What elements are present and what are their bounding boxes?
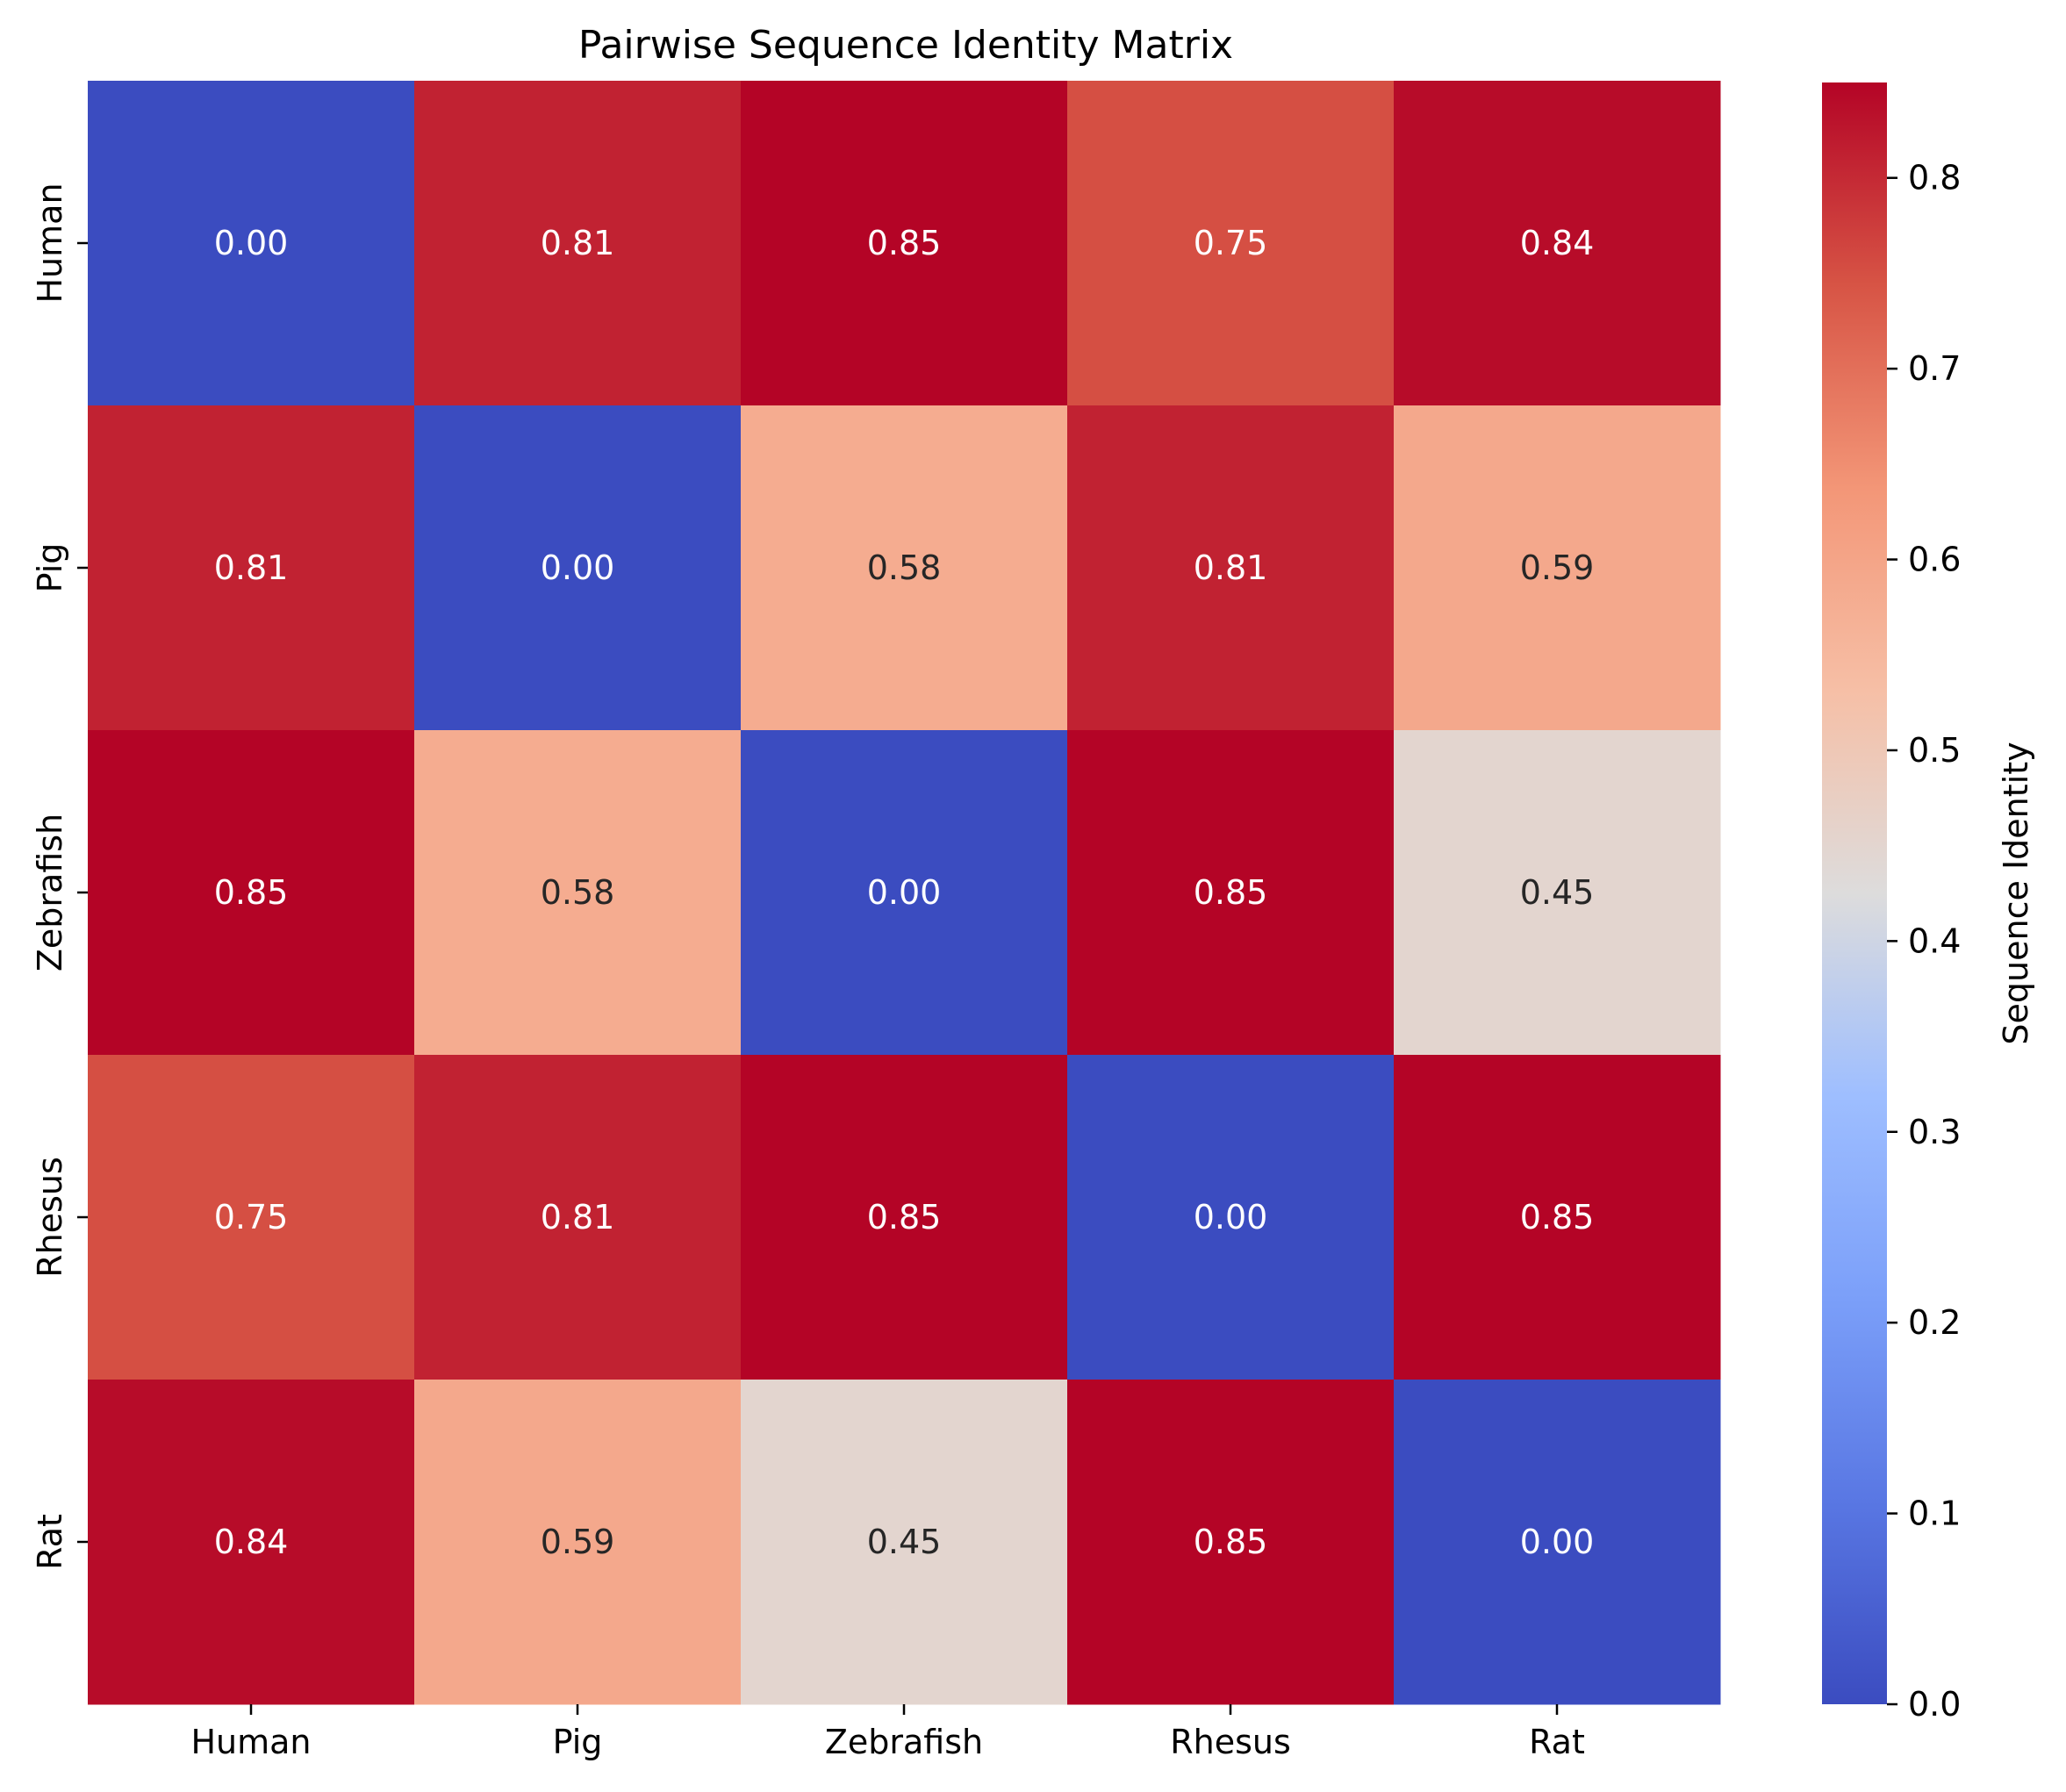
heatmap-cell-pig-rat [1394,405,1721,731]
cell-value-label: 0.00 [1194,1198,1268,1236]
colorbar-tick-label: 0.7 [1908,349,1961,388]
heatmap-cell-zebrafish-zebrafish [741,730,1068,1056]
cell-value-label: 0.85 [1194,873,1268,912]
colorbar-ticks: 0.0 0.1 0.2 0.3 0.4 0.5 0.6 0.7 0.8 [1887,159,1961,1724]
heatmap-cell-zebrafish-rat [1394,730,1721,1056]
heatmap-cell-pig-human [88,405,415,731]
colorbar-tick-label: 0.8 [1908,159,1961,197]
heatmap-cell-human-zebrafish [741,81,1068,406]
heatmap-cell-rat-pig [414,1380,742,1705]
heatmap-cell-human-rat [1394,81,1721,406]
colorbar-gradient [1822,82,1887,1704]
y-tick-label: Human [31,183,69,303]
cell-value-label: 0.84 [214,1523,289,1561]
heatmap-cell-labels: 0.00 0.81 0.85 0.75 0.84 0.81 0.00 0.58 0.81 0.59… [214,224,1595,1561]
cell-value-label: 0.85 [214,873,289,912]
heatmap-cell-zebrafish-rhesus [1067,730,1395,1056]
x-tick-label: Rhesus [1170,1723,1291,1761]
y-axis: Human Pig Zebrafish Rhesus Rat [31,183,88,1570]
cell-value-label: 0.00 [1520,1523,1595,1561]
cell-value-label: 0.81 [1194,548,1268,587]
cell-value-label: 0.00 [867,873,942,912]
heatmap-cell-rhesus-rhesus [1067,1055,1395,1380]
cell-value-label: 0.75 [1194,224,1268,262]
heatmap-cells [88,81,1721,1705]
cell-value-label: 0.59 [1520,548,1595,587]
cell-value-label: 0.45 [1520,873,1595,912]
x-tick-label: Rat [1529,1723,1585,1761]
cell-value-label: 0.58 [541,873,615,912]
colorbar-tick-label: 0.6 [1908,541,1961,579]
cell-value-label: 0.59 [541,1523,615,1561]
x-tick-label: Pig [553,1723,603,1761]
heatmap-cell-rhesus-pig [414,1055,742,1380]
colorbar-tick-label: 0.5 [1908,731,1961,770]
heatmap-cell-rat-human [88,1380,415,1705]
colorbar: 0.0 0.1 0.2 0.3 0.4 0.5 0.6 0.7 0.8 Sequence Ide… [1822,82,2035,1724]
heatmap-cell-human-human [88,81,415,406]
cell-value-label: 0.45 [867,1523,942,1561]
y-tick-label: Rat [31,1514,69,1570]
x-axis: Human Pig Zebrafish Rhesus Rat [190,1704,1585,1761]
cell-value-label: 0.81 [541,1198,615,1236]
chart-title: Pairwise Sequence Identity Matrix [578,23,1233,68]
heatmap-cell-rhesus-human [88,1055,415,1380]
heatmap-cell-rhesus-rat [1394,1055,1721,1380]
heatmap-cell-pig-rhesus [1067,405,1395,731]
cell-value-label: 0.85 [867,224,942,262]
cell-value-label: 0.81 [541,224,615,262]
cell-value-label: 0.00 [214,224,289,262]
heatmap-cell-pig-zebrafish [741,405,1068,731]
colorbar-tick-label: 0.4 [1908,921,1961,960]
cell-value-label: 0.58 [867,548,942,587]
colorbar-label: Sequence Identity [1997,742,2035,1044]
cell-value-label: 0.00 [541,548,615,587]
cell-value-label: 0.81 [214,548,289,587]
y-tick-label: Zebrafish [31,814,69,971]
cell-value-label: 0.75 [214,1198,289,1236]
heatmap-cell-rat-rat [1394,1380,1721,1705]
heatmap-cell-rat-rhesus [1067,1380,1395,1705]
cell-value-label: 0.85 [867,1198,942,1236]
heatmap-cell-human-pig [414,81,742,406]
colorbar-tick-label: 0.3 [1908,1113,1961,1151]
cell-value-label: 0.85 [1520,1198,1595,1236]
colorbar-tick-label: 0.0 [1908,1685,1961,1724]
colorbar-tick-label: 0.2 [1908,1303,1961,1342]
heatmap-cell-rat-zebrafish [741,1380,1068,1705]
heatmap-cell-rhesus-zebrafish [741,1055,1068,1380]
y-tick-label: Pig [31,543,69,593]
y-tick-label: Rhesus [31,1157,69,1278]
heatmap-cell-human-rhesus [1067,81,1395,406]
cell-value-label: 0.85 [1194,1523,1268,1561]
x-tick-label: Human [190,1723,311,1761]
heatmap-cell-pig-pig [414,405,742,731]
heatmap-cell-zebrafish-human [88,730,415,1056]
cell-value-label: 0.84 [1520,224,1595,262]
heatmap-cell-zebrafish-pig [414,730,742,1056]
colorbar-tick-label: 0.1 [1908,1495,1961,1533]
x-tick-label: Zebrafish [825,1723,983,1761]
